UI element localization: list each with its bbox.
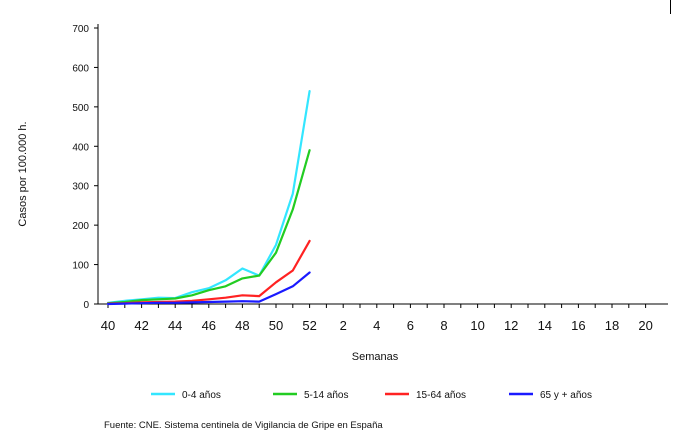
x-tick-label-52: 52 xyxy=(302,318,316,333)
x-tick-label-16: 16 xyxy=(571,318,585,333)
series-line-1 xyxy=(106,149,311,305)
x-axis-title: Semanas xyxy=(352,351,399,363)
y-tick-label-700: 700 xyxy=(72,24,89,35)
y-tick-label-100: 100 xyxy=(72,261,89,272)
x-tick-label-46: 46 xyxy=(202,318,216,333)
legend-label-1: 5-14 años xyxy=(304,390,348,401)
y-tick-label-400: 400 xyxy=(72,142,89,153)
legend-label-2: 15-64 años xyxy=(416,390,466,401)
y-tick-label-200: 200 xyxy=(72,221,89,232)
legend-label-3: 65 y + años xyxy=(540,390,592,401)
x-tick-label-10: 10 xyxy=(470,318,484,333)
x-tick-label-6: 6 xyxy=(407,318,414,333)
x-tick-label-48: 48 xyxy=(235,318,249,333)
y-tick-label-300: 300 xyxy=(72,182,89,193)
x-tick-label-18: 18 xyxy=(605,318,619,333)
x-tick-label-44: 44 xyxy=(168,318,182,333)
series-line-3 xyxy=(106,271,311,306)
x-tick-label-4: 4 xyxy=(373,318,380,333)
source-note: Fuente: CNE. Sistema centinela de Vigila… xyxy=(104,420,383,431)
x-tick-label-50: 50 xyxy=(269,318,283,333)
x-tick-label-20: 20 xyxy=(638,318,652,333)
series-line-2 xyxy=(106,239,311,305)
y-tick-label-500: 500 xyxy=(72,103,89,114)
y-tick-label-600: 600 xyxy=(72,63,89,74)
corner-mark xyxy=(670,0,671,14)
x-tick-label-12: 12 xyxy=(504,318,518,333)
x-tick-label-2: 2 xyxy=(340,318,347,333)
legend: 0-4 años 5-14 años 15-64 años 65 y + años xyxy=(151,390,592,401)
series-lines xyxy=(106,89,311,306)
x-axis: 40 42 44 46 48 50 52 2 4 6 8 10 12 14 16 18 20 xyxy=(98,303,668,333)
x-tick-label-8: 8 xyxy=(440,318,447,333)
x-tick-label-42: 42 xyxy=(134,318,148,333)
legend-label-0: 0-4 años xyxy=(182,390,221,401)
y-axis-title: Casos por 100.000 h. xyxy=(17,121,29,226)
y-axis: 0 100 200 300 400 500 600 700 xyxy=(72,24,99,311)
x-tick-label-40: 40 xyxy=(101,318,115,333)
y-tick-label-0: 0 xyxy=(83,300,89,311)
series-line-0 xyxy=(106,89,311,304)
x-tick-label-14: 14 xyxy=(538,318,552,333)
